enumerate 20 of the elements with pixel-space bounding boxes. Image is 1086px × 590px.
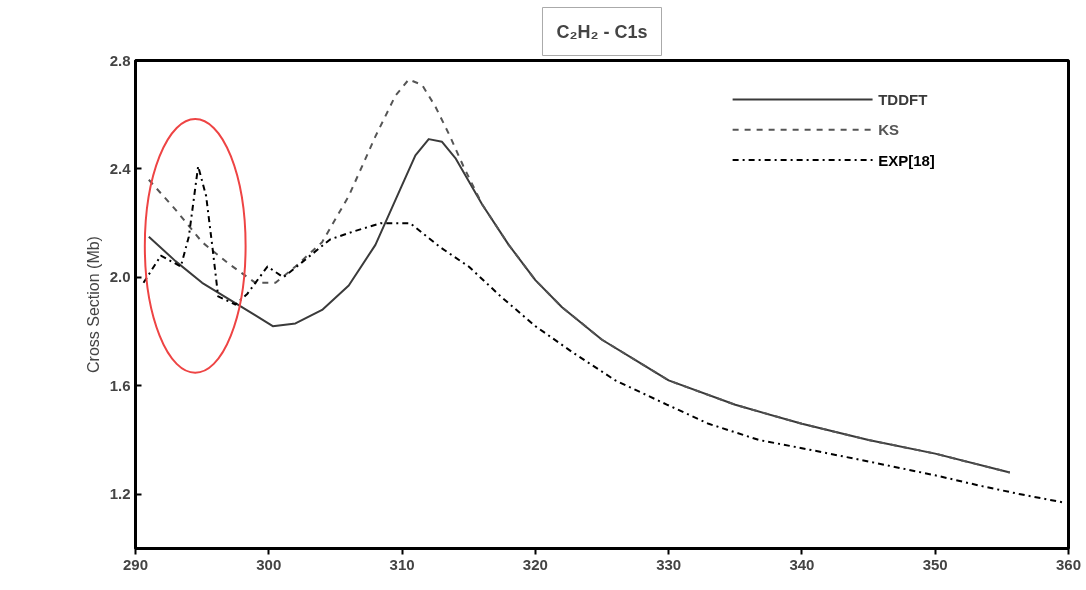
y-tick-label: 1.6 [109,376,131,394]
line-series [147,138,1011,474]
x-tick-label: 340 [789,555,815,573]
x-tick-label: 320 [522,555,548,573]
x-tick-label: 330 [656,555,682,573]
y-tick-label: 1.2 [109,485,131,503]
y-tick-label: 2.8 [109,51,131,69]
x-tick-label: 350 [922,555,948,573]
text: EXP[18] [878,151,935,169]
x-tick-label: 310 [389,555,415,573]
line-series [147,78,1011,474]
chart-title: C₂H₂ - C1s [556,21,648,42]
y-tick-label: 2.0 [109,268,131,286]
y-tick-label: 2.4 [109,159,132,177]
x-tick-label: 360 [1055,555,1082,573]
x-tick-label: 300 [256,555,282,573]
y-axis-title: Cross Section (Mb) [84,236,102,373]
text: KS [878,121,900,139]
text: TDDFT [878,91,928,109]
x-tick-label: 290 [122,555,149,573]
